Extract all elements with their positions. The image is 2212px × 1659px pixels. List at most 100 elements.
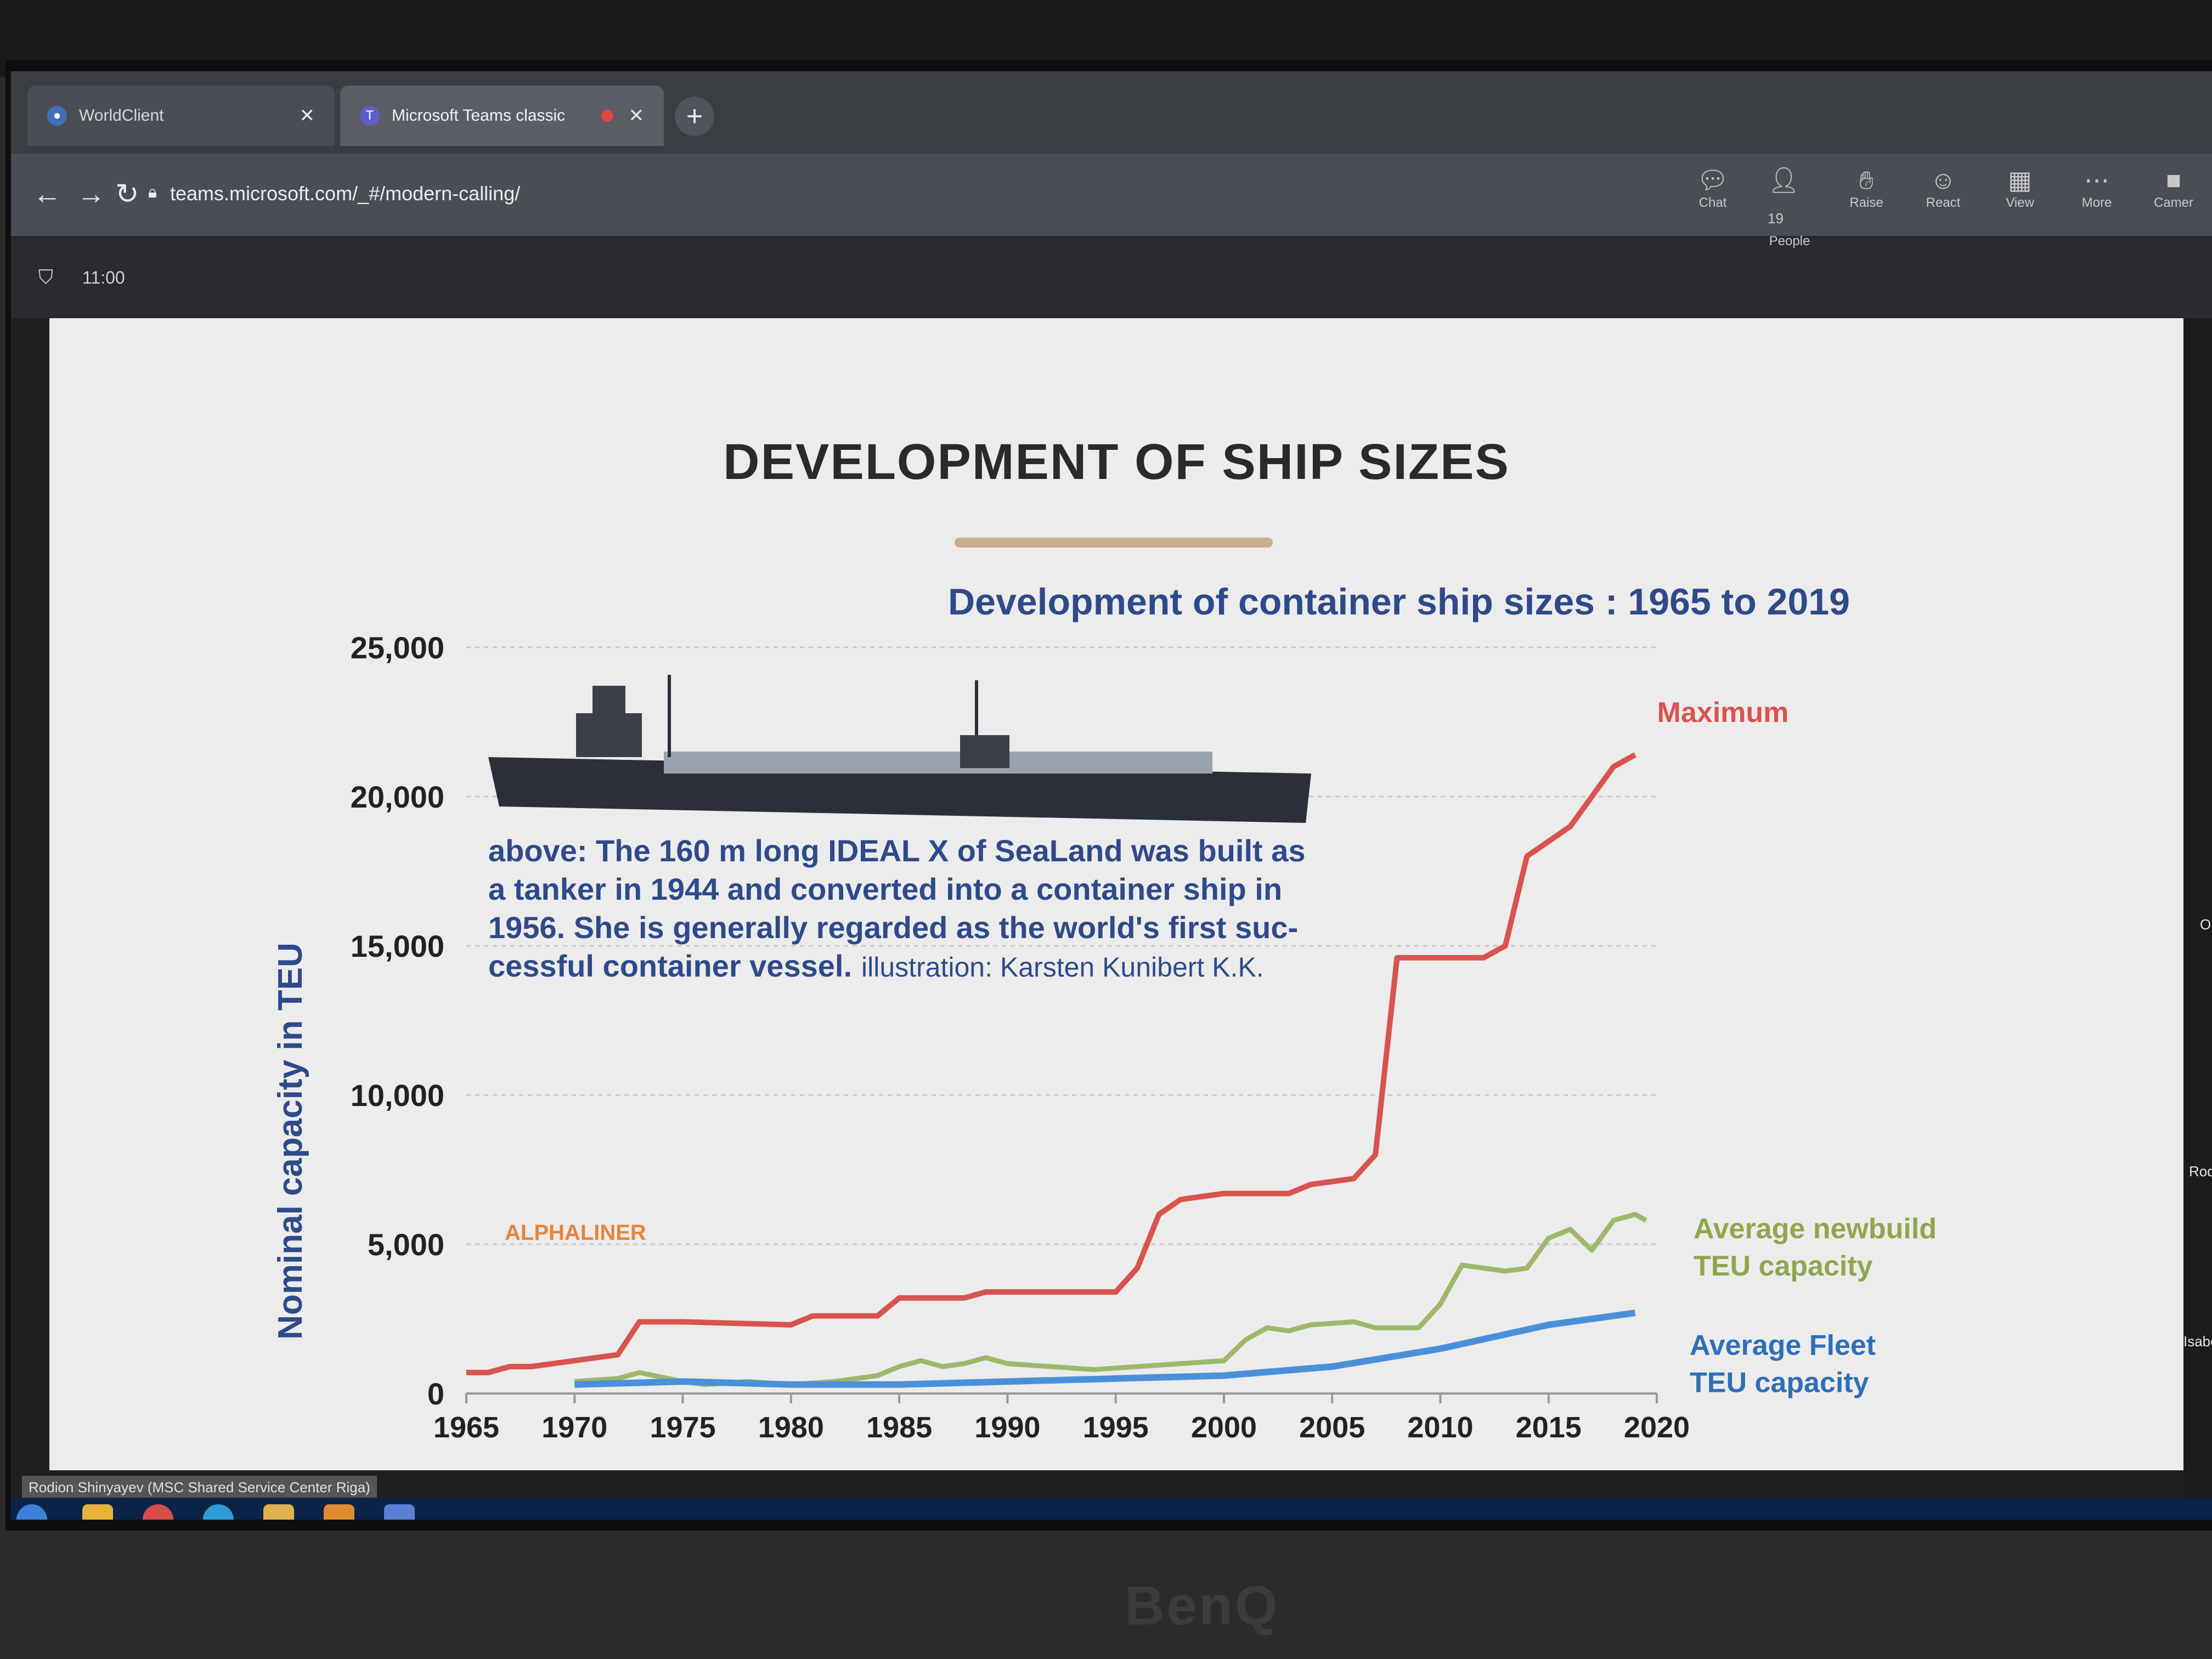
participant-name: Rodion — [2189, 1163, 2212, 1180]
y-tick-label: 25,000 — [351, 630, 444, 665]
control-view[interactable]: ▦ View — [1998, 165, 2042, 249]
view-icon: ▦ — [2008, 166, 2032, 194]
browser-tab-bar: ● WorldClient ✕ T Microsoft Teams classi… — [11, 71, 2212, 154]
y-tick-label: 5,000 — [368, 1227, 444, 1262]
y-tick-label: 10,000 — [351, 1078, 444, 1113]
media-player-icon[interactable] — [324, 1504, 354, 1520]
recording-icon — [601, 110, 613, 122]
control-chat[interactable]: 💬︎ Chat — [1691, 165, 1735, 249]
title-underline — [955, 538, 1273, 548]
x-tick-label: 1975 — [650, 1411, 715, 1444]
monitor-screen: ● WorldClient ✕ T Microsoft Teams classi… — [11, 71, 2212, 1520]
ideal-x-ship-illustration — [488, 675, 1311, 823]
x-tick-label: 1965 — [433, 1411, 499, 1444]
x-tick-label: 2010 — [1407, 1411, 1473, 1444]
y-axis-ticks: 0 5,000 10,000 15,000 20,000 25,000 — [351, 630, 444, 1411]
slide-title: DEVELOPMENT OF SHIP SIZES — [723, 434, 1510, 490]
series-label-maximum: Maximum — [1657, 697, 1789, 729]
edge-icon[interactable] — [203, 1504, 234, 1520]
more-icon: ⋯ — [2084, 166, 2109, 194]
back-arrow-icon[interactable]: ← — [33, 178, 61, 210]
new-tab-button[interactable]: + — [675, 97, 714, 136]
tab-worldclient[interactable]: ● WorldClient ✕ — [27, 86, 335, 146]
chat-icon: 💬︎ — [1696, 166, 1729, 194]
forward-arrow-icon[interactable]: → — [77, 178, 105, 210]
meeting-timer: 11:00 — [82, 268, 125, 287]
tab-label: WorldClient — [79, 106, 164, 125]
x-tick-label: 1990 — [974, 1411, 1040, 1444]
browser-address-bar: ← → ↻ 🔒︎ teams.microsoft.com/_#/modern-c… — [11, 154, 2212, 236]
participant-strip: Olg Rodion Isabella — [2183, 318, 2212, 1498]
x-tick-label: 1985 — [866, 1411, 932, 1444]
reload-icon[interactable]: ↻ — [115, 178, 139, 210]
raise-hand-icon: ✋︎ — [1859, 166, 1874, 194]
folder-icon[interactable] — [263, 1504, 294, 1520]
x-tick-label: 1980 — [758, 1411, 824, 1444]
chart-grid — [466, 646, 1657, 1395]
control-label: Chat — [1699, 195, 1727, 210]
shield-icon: ⛉ — [38, 266, 54, 288]
control-more[interactable]: ⋯ More — [2075, 165, 2119, 249]
monitor-brand-logo: BenQ — [1125, 1575, 1280, 1637]
control-label: More — [2081, 195, 2112, 210]
url-field[interactable]: teams.microsoft.com/_#/modern-calling/ — [170, 182, 521, 205]
control-react[interactable]: ☺ React — [1921, 165, 1965, 249]
illustration-credit: illustration: Karsten Kunibert K.K. — [861, 952, 1264, 983]
people-count: 19 — [1768, 210, 1784, 227]
control-camer[interactable]: ■ Camer — [2152, 165, 2196, 249]
x-tick-label: 2020 — [1624, 1411, 1690, 1444]
series-line-1 — [574, 1212, 1647, 1387]
participant-name: Olg — [2200, 916, 2212, 933]
caption-line: above: The 160 m long IDEAL X of SeaLand… — [488, 833, 1306, 868]
shared-slide: DEVELOPMENT OF SHIP SIZES Development of… — [49, 318, 2183, 1520]
series-label-line: TEU capacity — [1690, 1367, 1869, 1398]
tab-label: Microsoft Teams classic — [392, 106, 566, 125]
caption-line: cessful container vessel. — [488, 949, 852, 983]
series-line-0 — [466, 752, 1637, 1375]
series-label-line: TEU capacity — [1694, 1250, 1873, 1282]
control-label: React — [1926, 195, 1961, 210]
chart-title: Development of container ship sizes : 19… — [948, 581, 1850, 623]
teams-icon: T — [360, 106, 380, 126]
start-button-icon[interactable] — [16, 1504, 47, 1520]
control-label: View — [2006, 195, 2034, 210]
x-tick-label: 2000 — [1191, 1411, 1257, 1444]
ship-size-chart: Development of container ship sizes : 19… — [272, 581, 1937, 1444]
control-label: Camer — [2153, 195, 2193, 210]
react-icon: ☺ — [1930, 166, 1956, 194]
tab-microsoft-teams[interactable]: T Microsoft Teams classic ✕ — [340, 86, 664, 146]
chart-series — [466, 752, 1647, 1388]
x-tick-label: 1995 — [1083, 1411, 1149, 1444]
y-tick-label: 20,000 — [351, 780, 444, 814]
close-tab-icon[interactable]: ✕ — [299, 105, 315, 126]
teams-meeting-bar: ⛉ 11:00 — [11, 236, 2212, 318]
close-tab-icon[interactable]: ✕ — [628, 105, 645, 126]
control-label: People — [1769, 234, 1810, 249]
control-label: Raise — [1849, 195, 1883, 210]
control-raise[interactable]: ✋︎ Raise — [1844, 165, 1888, 249]
series-line-2 — [574, 1310, 1636, 1388]
x-tick-label: 1970 — [541, 1411, 607, 1444]
lock-icon: 🔒︎ — [148, 183, 157, 201]
y-tick-label: 0 — [427, 1376, 444, 1411]
y-axis-label: Nominal capacity in TEU — [272, 943, 309, 1340]
camera-icon: ■ — [2166, 166, 2181, 194]
series-labels: Maximum Average newbuild TEU capacity Avera… — [1657, 697, 1937, 1398]
people-icon: 👤︎ 19 — [1768, 166, 1800, 227]
windows-taskbar — [11, 1498, 2212, 1520]
app-red-icon[interactable] — [143, 1504, 173, 1520]
meeting-controls: 💬︎ Chat 👤︎ 19 People ✋︎ Raise ☺ React ▦ View ⋯ More… — [1691, 165, 2196, 249]
control-people[interactable]: 👤︎ 19 People — [1768, 165, 1812, 249]
presenter-label: Rodion Shinyayev (MSC Shared Service Cen… — [22, 1476, 377, 1499]
worldclient-icon: ● — [47, 106, 67, 126]
x-tick-label: 2005 — [1299, 1411, 1365, 1444]
x-tick-label: 2015 — [1516, 1411, 1582, 1444]
app-window-icon[interactable] — [384, 1504, 415, 1520]
source-alphaliner: ALPHALINER — [505, 1221, 646, 1245]
y-tick-label: 15,000 — [351, 929, 444, 963]
caption-line: a tanker in 1944 and converted into a co… — [488, 872, 1282, 906]
participant-name: Isabella — [2183, 1333, 2212, 1350]
series-label-line: Average Fleet — [1690, 1329, 1876, 1361]
monitor-bezel: ● WorldClient ✕ T Microsoft Teams classi… — [5, 60, 2212, 1531]
chrome-icon[interactable] — [82, 1504, 113, 1520]
